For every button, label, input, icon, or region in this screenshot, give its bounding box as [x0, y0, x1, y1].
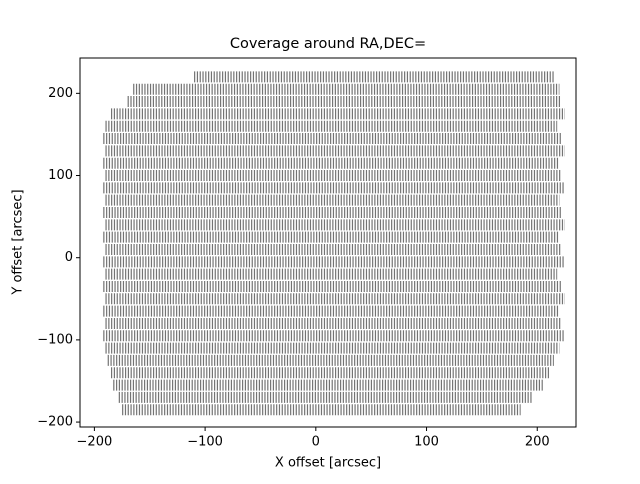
y-tick-label: −200: [37, 415, 73, 430]
x-axis-label: X offset [arcsec]: [275, 456, 381, 471]
x-tick-label: −200: [77, 435, 113, 450]
y-tick-label: 200: [48, 86, 73, 101]
y-tick-label: 0: [65, 250, 73, 265]
x-tick-label: −100: [187, 435, 223, 450]
y-tick-label: −100: [37, 332, 73, 347]
plot-frame: [79, 57, 577, 428]
x-tick-label: 100: [414, 435, 439, 450]
y-tick-label: 100: [48, 168, 73, 183]
y-axis-label: Y offset [arcsec]: [11, 189, 26, 295]
x-tick-label: 200: [525, 435, 550, 450]
x-tick-label: 0: [312, 435, 320, 450]
chart-title: Coverage around RA,DEC=: [230, 36, 426, 52]
